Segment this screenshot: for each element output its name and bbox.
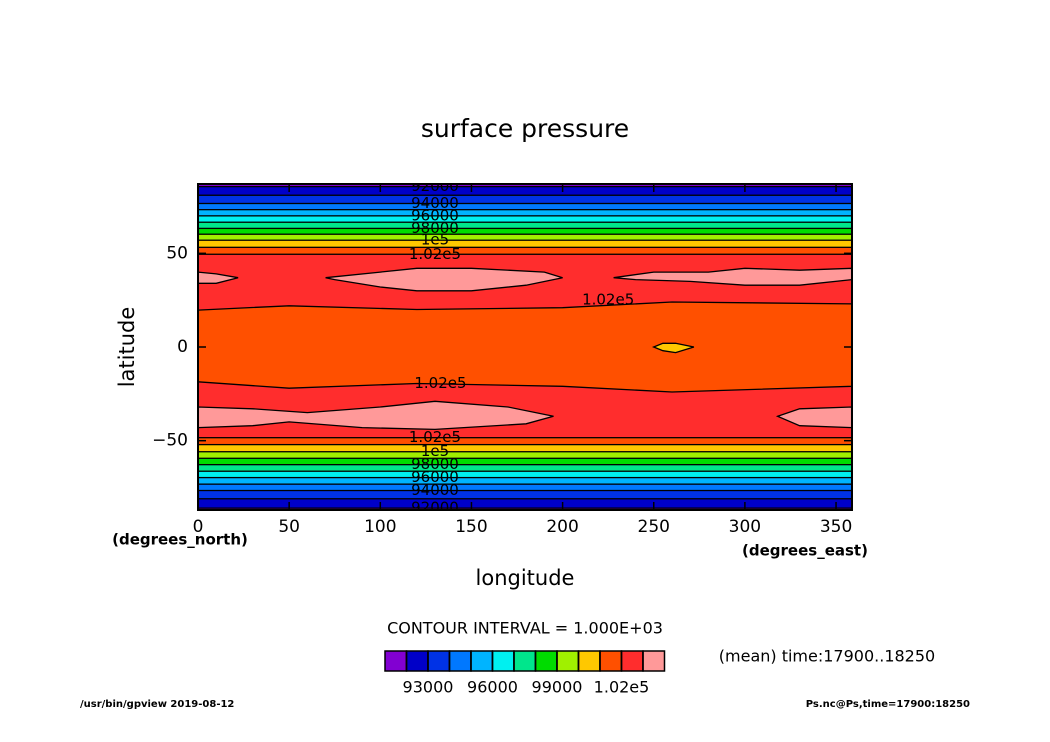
contour-region [198,301,852,393]
contour-label: 1e5 [421,231,449,249]
colorbar-tick-label: 99000 [532,678,583,697]
contour-label: 92000 [411,499,459,517]
colorbar-box [556,650,580,672]
plot-area: 9200092000940009400096000960009800098000… [198,177,852,517]
contour-label: 98000 [411,455,459,473]
footer-left: /usr/bin/gpview 2019-08-12 [80,699,234,710]
time-note: (mean) time:17900..18250 [719,647,935,666]
colorbar-box [427,650,451,672]
contour-region [325,267,563,292]
contour-region [198,271,239,284]
contour-label: 98000 [411,219,459,237]
contour-interval: CONTOUR INTERVAL = 1.000E+03 [387,619,663,638]
colorbar-box [405,650,429,672]
x-tick-label: 300 [729,517,761,537]
colorbar-box [577,650,601,672]
colorbar-box [642,650,666,672]
x-tick-label: 200 [546,517,578,537]
y-units: (degrees_north) [112,531,248,549]
x-axis-label: longitude [476,566,575,590]
colorbar-tick-label: 1.02e5 [594,678,650,697]
y-tick-label: 0 [177,337,188,357]
colorbar-box [534,650,558,672]
y-axis-label: latitude [115,307,139,388]
colorbar-box [448,650,472,672]
chart-title: surface pressure [421,114,629,143]
x-tick-label: 50 [278,517,300,537]
colorbar-box [620,650,644,672]
contour-label: 1e5 [421,442,449,460]
colorbar-box [384,650,408,672]
colorbar-box [470,650,494,672]
colorbar-tick-label: 96000 [467,678,518,697]
footer-right: Ps.nc@Ps,time=17900:18250 [806,699,970,710]
y-tick-label: 50 [166,243,188,263]
contour-label: 94000 [411,481,459,499]
contour-region [651,342,695,354]
contour-label: 96000 [411,206,459,224]
x-tick-label: 0 [193,517,204,537]
contour-label: 1.02e5 [582,291,634,309]
contour-label: 1.02e5 [409,245,461,263]
contour-label: 1.02e5 [409,428,461,446]
x-tick-label: 250 [638,517,670,537]
x-tick-label: 150 [455,517,487,537]
contour-label: 92000 [411,177,459,195]
contour-label: 96000 [411,468,459,486]
colorbar-box [491,650,515,672]
contour-label: 1.02e5 [414,374,466,392]
colorbar-tick-label: 93000 [403,678,454,697]
contour-region [775,406,852,429]
colorbar-box [599,650,623,672]
y-tick-label: −50 [152,431,188,451]
contour-region [613,267,852,286]
contour-region [198,400,554,431]
colorbar-box [513,650,537,672]
x-tick-label: 100 [364,517,396,537]
x-tick-label: 350 [820,517,852,537]
contour-label: 94000 [411,194,459,212]
x-units: (degrees_east) [742,542,868,560]
